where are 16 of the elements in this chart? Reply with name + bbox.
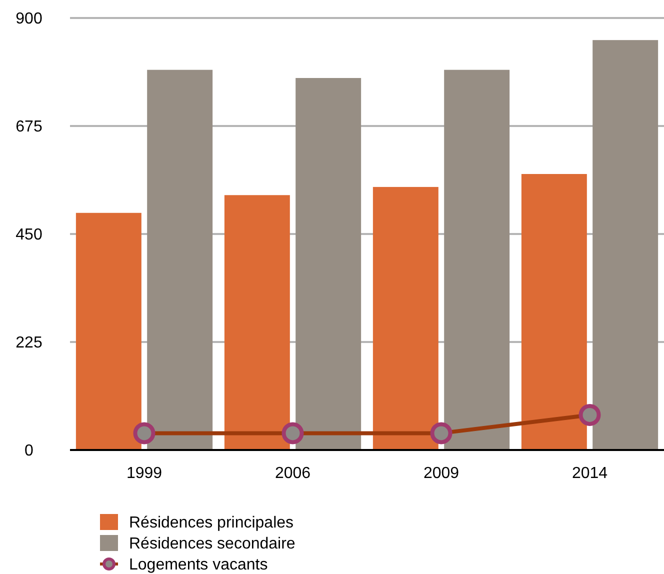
y-tick-label: 225 [16,334,42,352]
bar [224,195,290,450]
y-tick-label: 900 [16,10,42,28]
y-tick-label: 675 [16,118,42,136]
legend-label: Logements vacants [129,556,268,574]
legend-label: Résidences principales [129,514,294,532]
bar [372,186,438,450]
y-tick-label: 450 [16,226,42,244]
bar [521,174,587,450]
x-tick-label: 1999 [126,465,162,482]
y-tick-label: 0 [24,442,34,460]
x-tick-label: 2006 [274,465,311,482]
bar [76,212,142,450]
x-tick-label: 2014 [572,465,608,482]
x-tick-label: 2009 [423,465,460,482]
legend-label: Résidences secondaire [129,536,296,553]
